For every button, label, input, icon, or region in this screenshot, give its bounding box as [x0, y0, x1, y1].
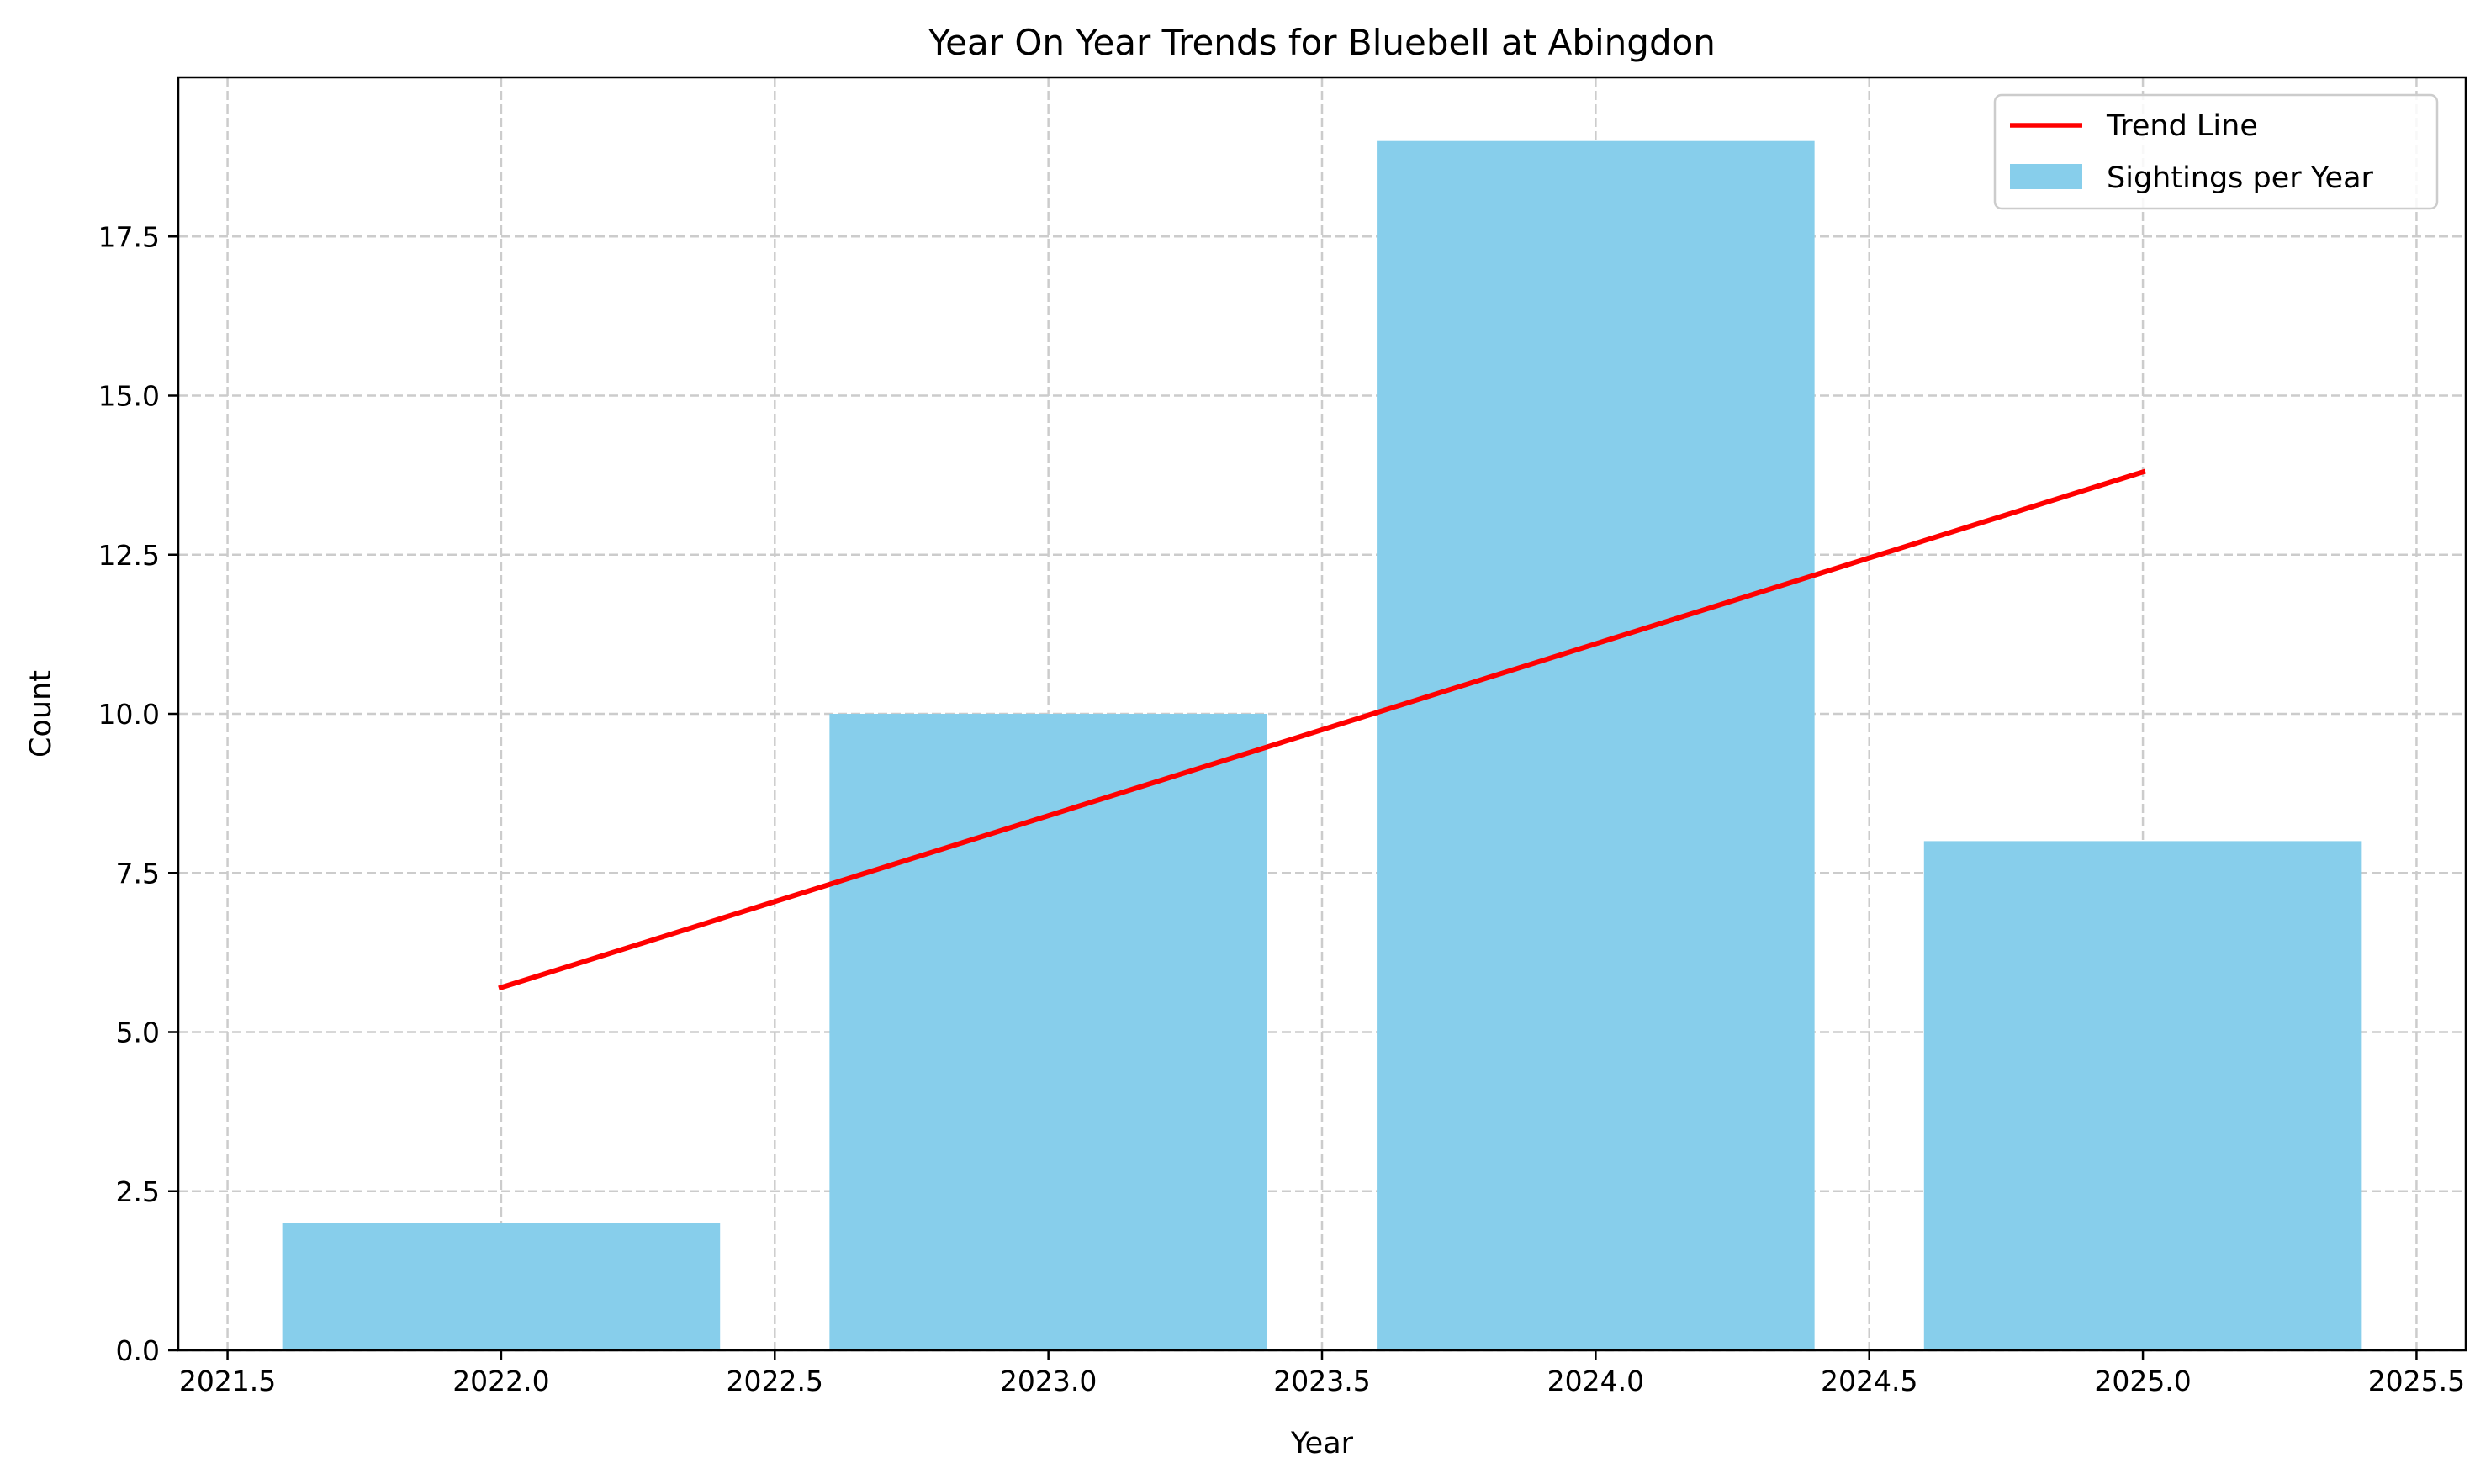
x-tick-label: 2024.5: [1821, 1365, 1917, 1397]
trend-line: [498, 468, 2146, 991]
bars: [282, 140, 2362, 1351]
bar-2025: [1923, 841, 2362, 1350]
x-tick-label: 2022.5: [727, 1365, 823, 1397]
y-tick-label: 17.5: [98, 220, 160, 253]
x-axis-label: Year: [1290, 1427, 1354, 1460]
y-axis-label: Count: [24, 670, 58, 758]
y-tick-label: 10.0: [98, 698, 160, 731]
x-tick-label: 2023.0: [1000, 1365, 1097, 1397]
x-tick-label: 2022.0: [452, 1365, 549, 1397]
y-tick-label: 5.0: [116, 1017, 160, 1049]
y-tick-label: 0.0: [116, 1334, 160, 1367]
bar-2022: [282, 1223, 721, 1350]
chart-title: Year On Year Trends for Bluebell at Abin…: [928, 22, 1716, 63]
y-tick-label: 12.5: [98, 539, 160, 572]
bar-2024: [1377, 140, 1815, 1351]
axis-ticks: 2021.5 2022.0 2022.5 2023.0 2023.5 2024.0 2024…: [98, 220, 2466, 1397]
legend: Trend Line Sightings per Year: [1993, 93, 2439, 210]
x-tick-label: 2024.0: [1547, 1365, 1644, 1397]
bar-2023: [829, 714, 1267, 1350]
x-tick-label: 2025.0: [2094, 1365, 2191, 1397]
y-tick-label: 15.0: [98, 380, 160, 413]
grid: [178, 77, 2466, 1352]
legend-box: [1993, 93, 2439, 210]
trend-line-layer: [498, 468, 2146, 991]
y-tick-label: 2.5: [116, 1175, 160, 1208]
legend-sightings-label: Sightings per Year: [2107, 161, 2374, 195]
x-tick-label: 2023.5: [1273, 1365, 1370, 1397]
x-tick-label: 2021.5: [179, 1365, 276, 1397]
legend-sightings-swatch: [2010, 164, 2082, 189]
y-tick-label: 7.5: [116, 857, 160, 890]
legend-trend-line-label: Trend Line: [2106, 109, 2258, 143]
x-tick-label: 2025.5: [2368, 1365, 2465, 1397]
